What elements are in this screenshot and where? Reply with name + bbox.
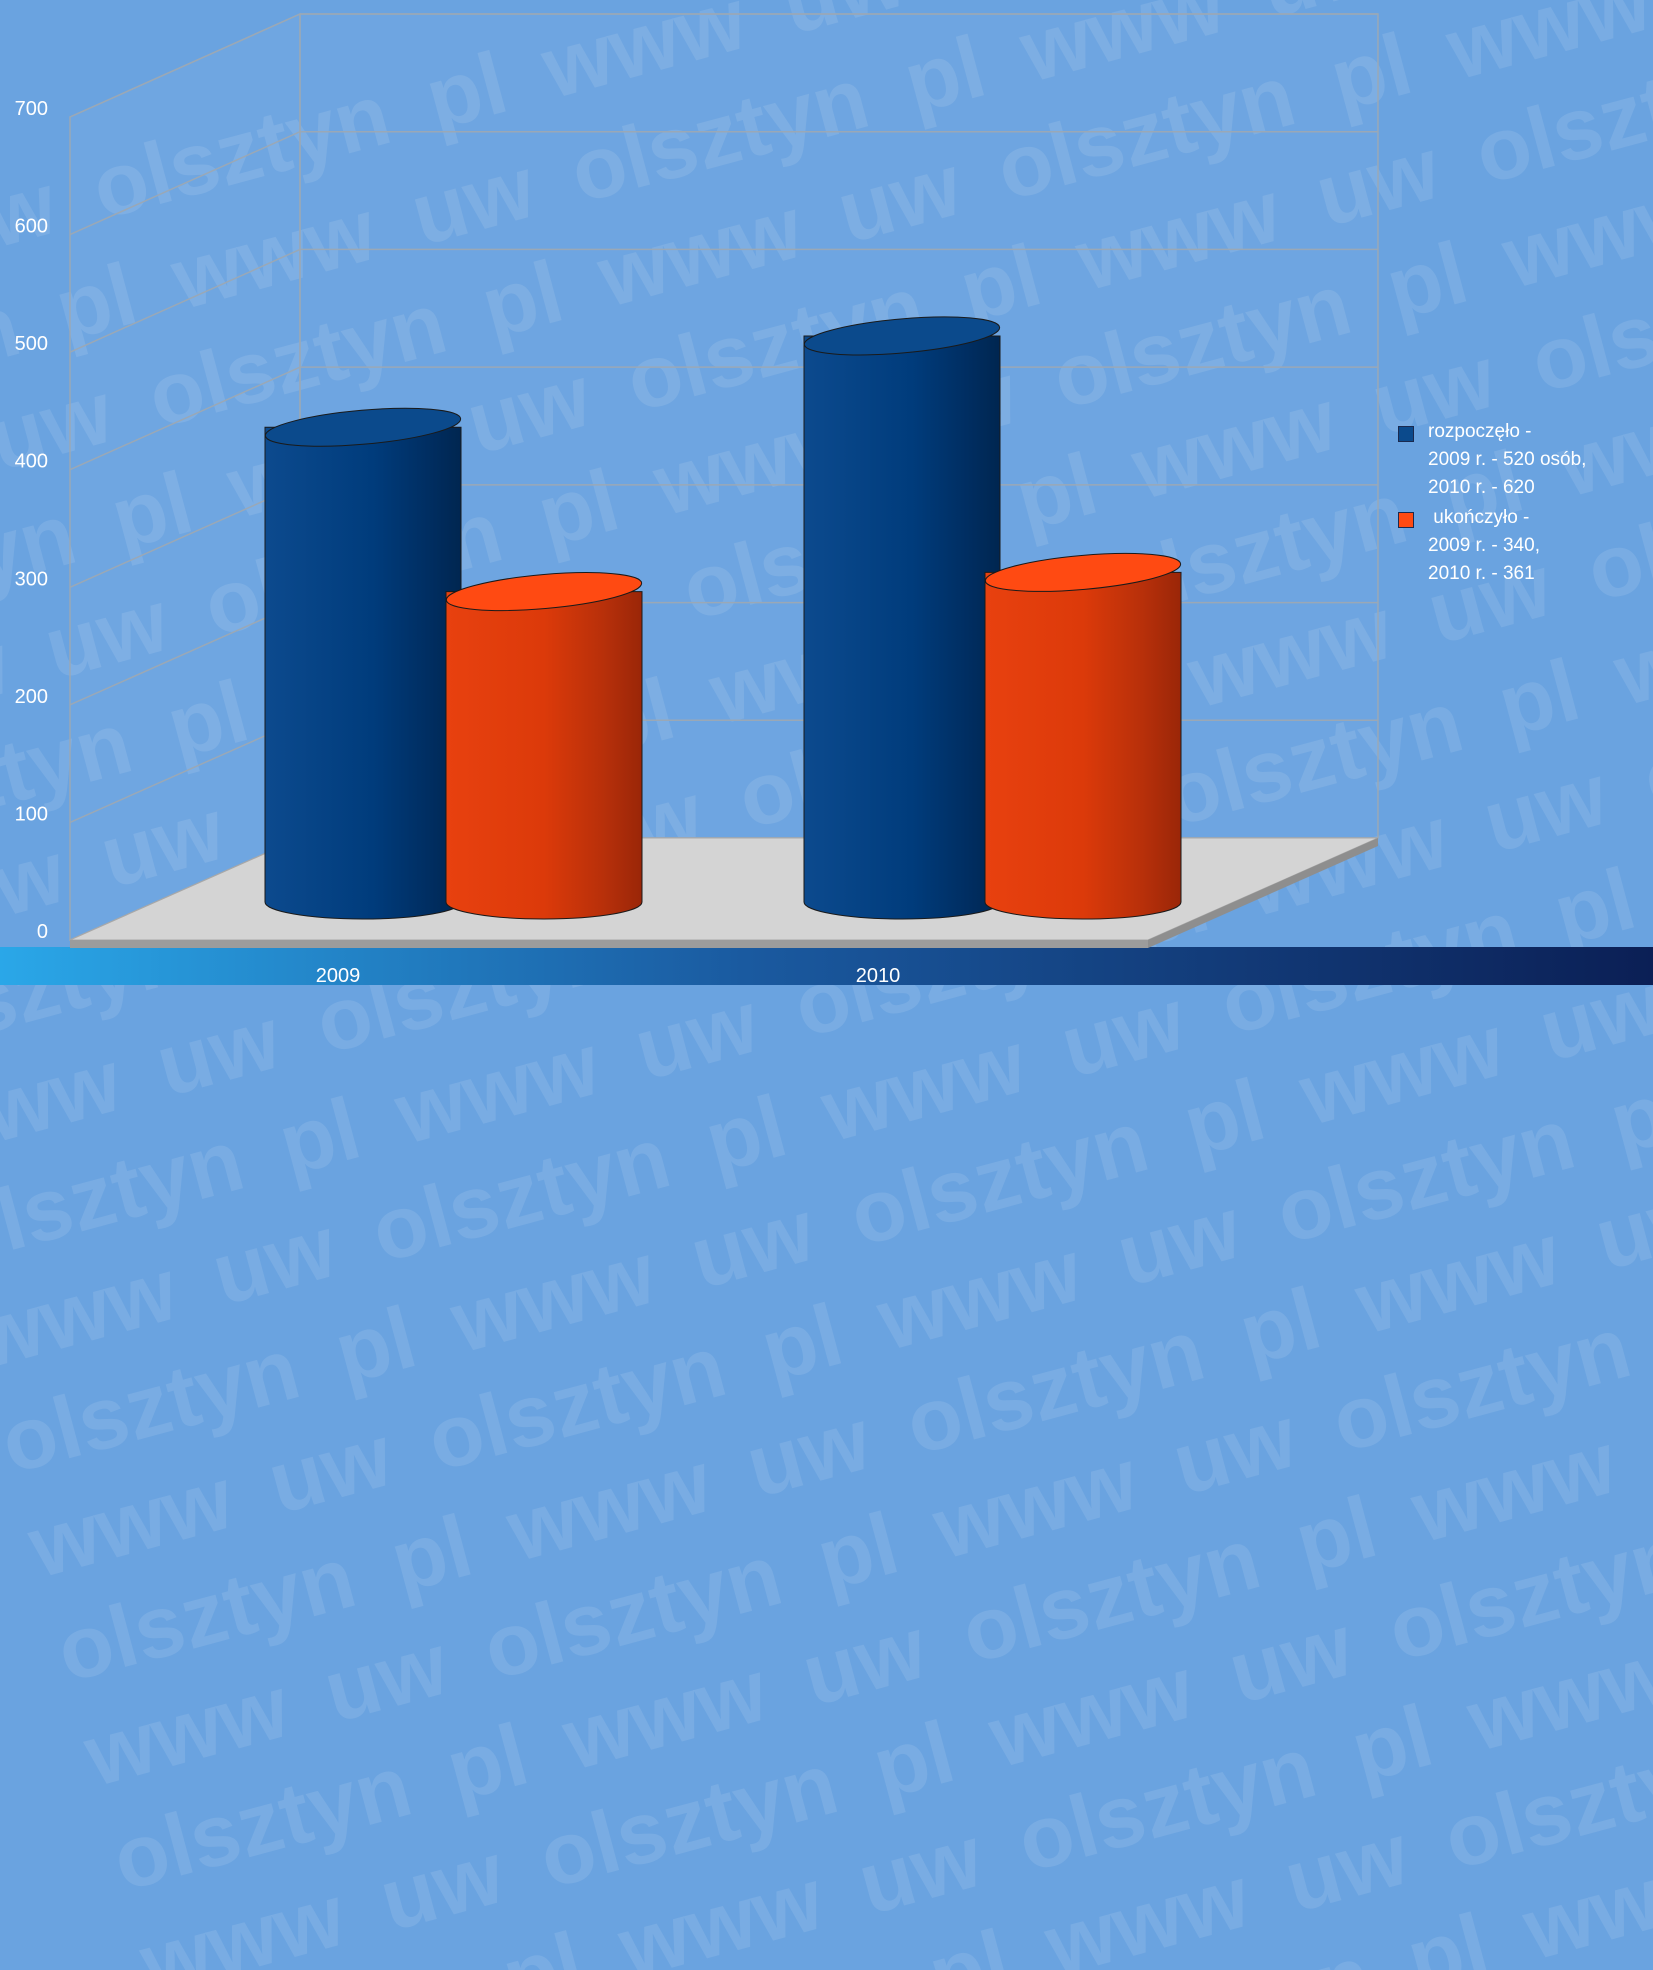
y-axis-ticks: 0 100 200 300 400 500 600 700 [15, 98, 48, 943]
y-tick-label: 0 [37, 921, 48, 943]
y-tick-label: 500 [15, 333, 48, 355]
y-tick-label: 300 [15, 568, 48, 590]
x-tick-label: 2009 [316, 965, 361, 985]
gridline-left [69, 131, 301, 236]
legend-swatch-red [1398, 512, 1414, 528]
y-tick-label: 600 [15, 216, 48, 238]
bar-body [264, 426, 462, 920]
bar-body [984, 571, 1182, 920]
bar-top [264, 407, 462, 447]
x-tick-label: 2010 [856, 965, 901, 985]
legend-line: 2010 r. - 361 [1428, 563, 1535, 584]
legend-swatch-blue [1398, 426, 1414, 442]
legend-entry-rozpoczelo: rozpoczęło - 2009 r. - 520 osób, 2010 r.… [1398, 418, 1648, 502]
gridline-left [69, 366, 301, 471]
bar [803, 316, 1001, 920]
y-tick-label: 400 [15, 451, 48, 473]
bars [264, 316, 1182, 920]
bar-top [445, 572, 643, 612]
legend-entry-ukonczylo: ukończyło - 2009 r. - 340, 2010 r. - 361 [1398, 504, 1648, 588]
bar-body [803, 335, 1001, 920]
legend-line: 2009 r. - 520 osób, [1428, 449, 1587, 470]
bar-body [445, 591, 643, 920]
gridline-left [69, 13, 301, 118]
floor-front [70, 940, 1148, 948]
y-tick-label: 700 [15, 98, 48, 120]
legend: rozpoczęło - 2009 r. - 520 osób, 2010 r.… [1398, 418, 1648, 590]
legend-line: 2010 r. - 620 [1428, 477, 1535, 498]
gridline-left [69, 601, 301, 706]
legend-line: ukończyło - [1428, 507, 1530, 528]
bar [445, 572, 643, 920]
y-tick-label: 200 [15, 686, 48, 708]
bottom-band [0, 947, 1653, 985]
bar [984, 552, 1182, 920]
legend-line: 2009 r. - 340, [1428, 535, 1540, 556]
y-tick-label: 100 [15, 803, 48, 825]
bar-top [984, 552, 1182, 592]
gridline-left [69, 484, 301, 588]
chart: 0 100 200 300 400 500 600 700 2009 2010 [0, 12, 1653, 985]
gridline-left [69, 248, 301, 353]
bar-top [803, 316, 1001, 356]
floor-side [1148, 838, 1378, 948]
gridline-left [69, 719, 301, 824]
x-axis-ticks: 2009 2010 [316, 965, 901, 985]
bar [264, 407, 462, 920]
legend-line: rozpoczęło - [1428, 421, 1532, 442]
